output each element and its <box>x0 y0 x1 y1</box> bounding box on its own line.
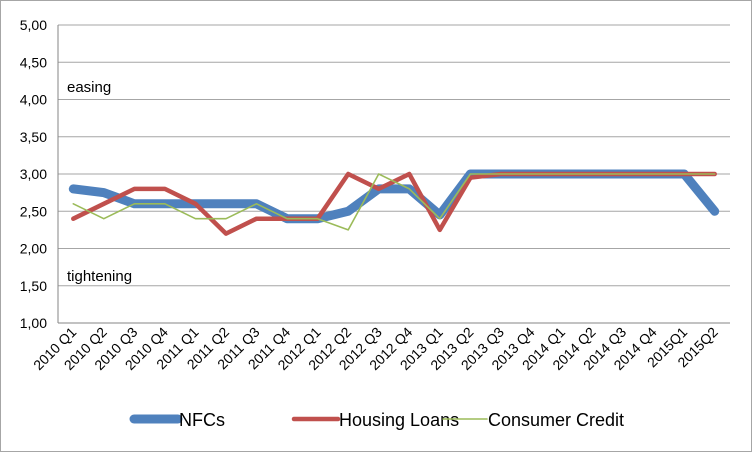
legend-label-consumer-credit: Consumer Credit <box>488 410 624 430</box>
legend-label-nfcs: NFCs <box>179 410 225 430</box>
y-tick-label: 4,00 <box>20 92 47 108</box>
x-axis <box>57 25 730 324</box>
series-line-consumer-credit <box>72 173 716 231</box>
tightening-annotation: tightening <box>67 268 132 285</box>
legend: NFCs Housing Loans Consumer Credit <box>129 410 624 430</box>
gridlines <box>58 24 730 287</box>
y-tick-label: 2,00 <box>20 241 47 257</box>
y-tick-label: 4,50 <box>20 54 47 70</box>
y-tick-label: 3,00 <box>20 166 47 182</box>
series-lines <box>68 169 720 236</box>
easing-annotation: easing <box>67 79 111 96</box>
y-tick-label: 3,50 <box>20 129 47 145</box>
y-axis-tick-labels: 1,00 1,50 2,00 2,50 3,00 3,50 4,00 4,50 5,00 <box>20 17 47 331</box>
y-tick-label: 5,00 <box>20 17 47 33</box>
y-tick-label: 1,00 <box>20 315 47 331</box>
y-tick-label: 1,50 <box>20 278 47 294</box>
y-tick-label: 2,50 <box>20 203 47 219</box>
legend-label-housing-loans: Housing Loans <box>339 410 459 430</box>
